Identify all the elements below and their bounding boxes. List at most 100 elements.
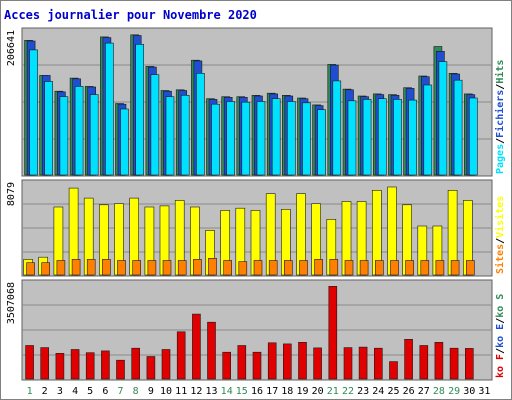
bar-bandwidth-ko-f-day-28 (434, 341, 444, 380)
bar-visits-sites-day-15 (238, 261, 248, 276)
panel-visits: 8079 Sites/Visites (6, 179, 506, 277)
bar-bandwidth-ko-f-day-6 (101, 350, 110, 380)
bar-bandwidth-ko-f-day-13 (207, 321, 216, 380)
bar-visits-sites-day-16 (253, 260, 263, 276)
x-tick-label: 3 (57, 386, 63, 397)
bar-hits-pages-day-4 (74, 86, 84, 176)
bar-visits-sites-day-17 (268, 260, 278, 276)
bar-bandwidth-ko-f-day-22 (343, 347, 353, 380)
bar-hits-pages-day-5 (89, 94, 99, 176)
bar-visits-sites-day-19 (299, 260, 308, 276)
bar-bandwidth-ko-f-day-20 (313, 347, 322, 380)
bar-visits-sites-day-3 (56, 260, 66, 276)
bar-bandwidth-ko-f-day-26 (404, 338, 413, 380)
legend-entry: ko E (495, 324, 506, 348)
x-tick-label: 15 (236, 386, 248, 397)
bar-bandwidth-ko-f-day-7 (116, 359, 125, 380)
bar-visits-sites-day-12 (193, 259, 202, 276)
bar-visits-sites-day-1 (26, 262, 35, 276)
legend-entry: / (495, 238, 506, 244)
bar-visits-sites-day-2 (41, 262, 51, 276)
bar-bandwidth-ko-f-day-9 (146, 356, 156, 380)
bar-visits-sites-day-9 (147, 260, 157, 276)
bar-hits-pages-day-20 (317, 109, 326, 176)
x-tick-label: 28 (433, 386, 445, 397)
x-tick-label: 4 (72, 386, 78, 397)
bar-visits-sites-day-13 (208, 257, 217, 276)
legend-entry: / (495, 348, 506, 354)
x-tick-label: 9 (148, 386, 154, 397)
bar-hits-pages-day-24 (377, 98, 387, 176)
x-tick-label: 19 (296, 386, 308, 397)
bar-hits-pages-day-23 (362, 99, 372, 176)
bar-visits-sites-day-5 (86, 259, 96, 276)
bar-visits-sites-day-18 (283, 260, 293, 276)
bar-visits-sites-day-28 (435, 260, 445, 276)
bar-bandwidth-ko-f-day-27 (419, 345, 429, 380)
x-tick-label: 22 (342, 386, 354, 397)
legend-entry: ko F (495, 354, 506, 378)
x-tick-label: 1 (27, 386, 33, 397)
x-tick-label: 30 (463, 386, 475, 397)
bar-bandwidth-ko-f-day-8 (131, 347, 140, 380)
bar-hits-pages-day-7 (120, 108, 129, 176)
panel-bandwidth: 3507068 ko F/ko E/ko S (6, 279, 506, 381)
panel-bandwidth-legend: ko F/ko E/ko S (495, 294, 506, 378)
bar-bandwidth-ko-f-day-14 (222, 351, 231, 380)
bar-hits-pages-day-25 (393, 99, 402, 176)
bar-visits-sites-day-29 (450, 260, 460, 276)
bar-bandwidth-ko-f-day-17 (267, 342, 277, 380)
x-tick-label: 6 (102, 386, 108, 397)
chart-title: Acces journalier pour Novembre 2020 (4, 8, 257, 22)
bar-visits-sites-day-10 (162, 260, 172, 276)
x-tick-label: 26 (403, 386, 415, 397)
panel-bandwidth-ymax-label: 3507068 (6, 282, 17, 324)
x-tick-label: 17 (266, 386, 278, 397)
bar-bandwidth-ko-f-day-4 (70, 349, 80, 380)
bar-bandwidth-ko-f-day-25 (389, 361, 398, 380)
bar-bandwidth-ko-f-day-3 (55, 352, 65, 380)
bar-hits-pages-day-19 (302, 102, 311, 176)
bar-hits-pages-day-12 (196, 73, 205, 176)
x-tick-label: 10 (160, 386, 172, 397)
bar-visits-sites-day-24 (374, 260, 384, 276)
x-tick-label: 24 (372, 386, 384, 397)
bar-bandwidth-ko-f-day-2 (40, 347, 50, 380)
bar-bandwidth-ko-f-day-1 (25, 345, 34, 380)
bar-hits-pages-day-28 (438, 61, 448, 176)
bar-hits-pages-day-13 (211, 103, 220, 176)
x-tick-label: 27 (418, 386, 430, 397)
x-tick-label: 29 (448, 386, 460, 397)
bar-hits-pages-day-14 (226, 101, 235, 176)
bar-hits-pages-day-26 (408, 99, 417, 176)
bar-visits-sites-day-11 (177, 260, 187, 276)
bar-visits-sites-day-26 (405, 260, 414, 276)
bar-hits-pages-day-16 (256, 101, 266, 176)
bar-hits-pages-day-11 (180, 95, 190, 176)
bar-visits-sites-day-30 (465, 260, 475, 276)
bar-hits-pages-day-18 (286, 101, 296, 176)
bar-visits-sites-day-14 (223, 260, 232, 276)
x-tick-label: 25 (387, 386, 399, 397)
bar-bandwidth-ko-f-day-19 (298, 341, 307, 380)
bar-hits-pages-day-21 (332, 80, 342, 176)
bar-bandwidth-ko-f-day-11 (176, 331, 186, 380)
x-tick-label: 12 (190, 386, 202, 397)
x-tick-label: 13 (205, 386, 217, 397)
bar-visits-sites-day-7 (117, 260, 126, 276)
bar-hits-pages-day-17 (271, 98, 281, 176)
legend-entry: / (495, 84, 506, 90)
x-tick-label: 18 (281, 386, 293, 397)
legend-entry: / (495, 138, 506, 144)
x-tick-label: 11 (175, 386, 187, 397)
bar-visits-sites-day-23 (359, 260, 369, 276)
panel-hits-ymax-label: 206641 (6, 30, 17, 66)
bar-bandwidth-ko-f-day-24 (373, 347, 383, 380)
bar-visits-sites-day-25 (390, 260, 399, 276)
legend-entry: Fichiers (494, 90, 506, 138)
bar-bandwidth-ko-f-day-5 (85, 352, 95, 380)
bar-visits-sites-day-20 (314, 259, 323, 276)
bar-visits-sites-day-8 (132, 260, 141, 276)
bar-hits-pages-day-15 (241, 101, 251, 176)
